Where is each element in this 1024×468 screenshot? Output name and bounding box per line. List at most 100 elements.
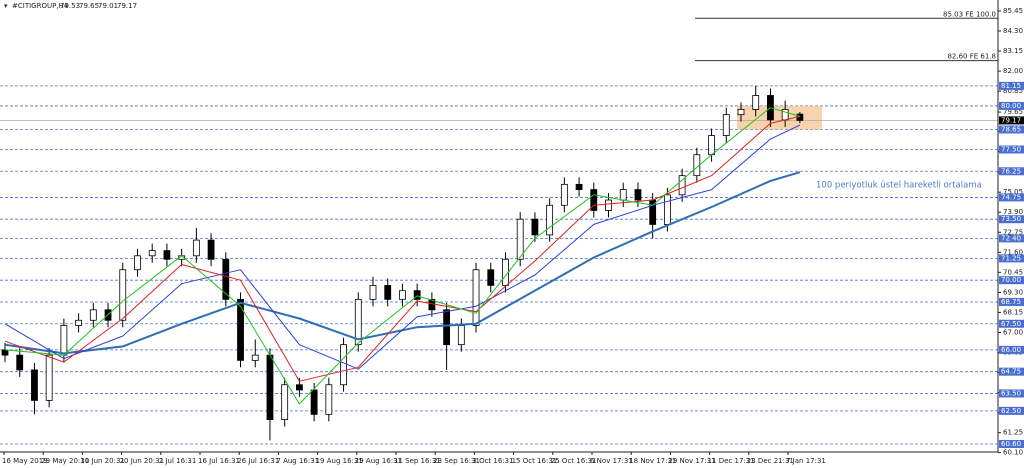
- y-tick-label: 70.45: [1003, 268, 1023, 276]
- candle-body: [487, 269, 495, 286]
- level-label-box: [999, 215, 1024, 224]
- level-label-box: [999, 389, 1024, 398]
- candle-body: [737, 109, 745, 116]
- candle-body: [163, 250, 171, 260]
- candle-body: [251, 354, 259, 361]
- x-tick-label: 16 May 2019: [2, 457, 48, 465]
- candle-body: [310, 389, 318, 415]
- level-label: 60.60: [1001, 440, 1021, 448]
- y-tick-label: 60.10: [1003, 449, 1023, 457]
- candle-body: [443, 309, 450, 346]
- candle-body: [45, 354, 53, 401]
- level-label: 74.75: [1001, 193, 1021, 201]
- moving-average: [4, 124, 801, 370]
- candle-body: [369, 285, 377, 300]
- candle-body: [590, 189, 598, 211]
- candle-body: [722, 114, 730, 136]
- x-tick-label: 18 Nov 17:31: [629, 457, 676, 465]
- level-label: 68.75: [1001, 298, 1021, 306]
- x-tick-label: 11 Dec 17:31: [708, 457, 755, 465]
- level-label: 71.25: [1001, 254, 1021, 262]
- level-label: 70.00: [1001, 276, 1021, 284]
- level-label-box: [999, 254, 1024, 263]
- x-tick-label: 10 Jun 20:31: [80, 457, 124, 465]
- level-label-box: [999, 439, 1024, 448]
- candle-body: [560, 183, 568, 206]
- level-label-box: [999, 81, 1024, 90]
- x-tick-label: 7 Aug 16:31: [276, 457, 319, 465]
- candle-body: [89, 309, 97, 321]
- y-tick-label: 80.85: [1003, 87, 1023, 95]
- grid-layer: [0, 10, 1001, 454]
- candle-body: [148, 250, 156, 257]
- candle-body: [384, 285, 392, 300]
- level-label-box: [999, 234, 1024, 243]
- level-label-box: [999, 297, 1024, 306]
- candle-body: [575, 183, 583, 190]
- level-label-box: [999, 319, 1024, 328]
- level-label: 63.50: [1001, 389, 1021, 397]
- level-label-box: [999, 145, 1024, 154]
- level-label: 66.00: [1001, 346, 1021, 354]
- level-label: 78.65: [1001, 125, 1021, 133]
- y-tick-label: 61.25: [1003, 429, 1023, 437]
- level-label: 72.40: [1001, 234, 1021, 242]
- y-tick-label: 71.60: [1003, 248, 1023, 256]
- x-tick-label: 2 Jul 16:31: [159, 457, 197, 465]
- candle-body: [399, 290, 406, 300]
- candle-body: [531, 218, 539, 236]
- y-tick-label: 83.15: [1003, 47, 1023, 55]
- candle-body: [472, 269, 480, 326]
- level-label-box: [999, 101, 1024, 110]
- level-label: 76.25: [1001, 167, 1021, 175]
- candle-body: [192, 239, 200, 257]
- candle-body: [1, 349, 9, 356]
- candle-body: [546, 204, 554, 236]
- x-tick-label: 23 Sep 16:31: [433, 457, 480, 465]
- x-tick-label: 3 Oct 16:31: [472, 457, 513, 465]
- candle-body: [281, 384, 289, 420]
- x-tick-label: 25 Oct 16:31: [551, 457, 597, 465]
- candle-body: [708, 135, 715, 156]
- ohlc-open: 79.53: [60, 2, 80, 10]
- y-tick-label: 73.90: [1003, 208, 1023, 216]
- candle-body: [413, 290, 421, 300]
- candle-body: [134, 255, 141, 271]
- candle-body: [75, 319, 83, 326]
- header-arrow: ▾: [4, 2, 8, 10]
- fibo-label: 85.03 FE 100.0: [943, 10, 996, 18]
- level-label-box: [999, 193, 1024, 202]
- level-label-box: [999, 345, 1024, 354]
- x-tick-label: 29 Nov 17:31: [668, 457, 715, 465]
- ohlc-high: 79.65: [79, 2, 99, 10]
- level-label-box: [999, 167, 1024, 176]
- candle-body: [605, 199, 612, 211]
- x-tick-label: 26 Jul 16:31: [237, 457, 279, 465]
- candle-body: [16, 354, 24, 371]
- level-label: 81.15: [1001, 82, 1021, 90]
- current-price-label: 79.17: [1001, 116, 1021, 124]
- x-tick-label: 19 Aug 16:31: [316, 457, 363, 465]
- candle-body: [266, 354, 274, 420]
- level-label: 67.50: [1001, 320, 1021, 328]
- x-tick-label: 29 May 20:31: [41, 457, 89, 465]
- candle-body: [340, 344, 347, 386]
- candle-body: [60, 325, 68, 356]
- candle-body: [663, 194, 671, 225]
- ohlc-close: 79.17: [117, 2, 137, 10]
- candle-body: [634, 189, 642, 201]
- x-tick-label: 7 Jan 17:31: [786, 457, 826, 465]
- candle-body: [516, 218, 524, 260]
- x-tick-label: 23 Dec 21:31: [747, 457, 794, 465]
- label-layer: 85.4584.3083.1582.0080.8579.6578.5577.40…: [2, 7, 1024, 465]
- candle-body: [678, 175, 686, 196]
- candle-body: [222, 258, 230, 300]
- candle-body: [237, 298, 244, 361]
- level-label-box: [999, 276, 1024, 285]
- candle-body: [119, 269, 127, 321]
- current-price-box: [999, 116, 1024, 125]
- mark-layer: [1, 85, 804, 441]
- y-tick-label: 85.45: [1003, 7, 1023, 15]
